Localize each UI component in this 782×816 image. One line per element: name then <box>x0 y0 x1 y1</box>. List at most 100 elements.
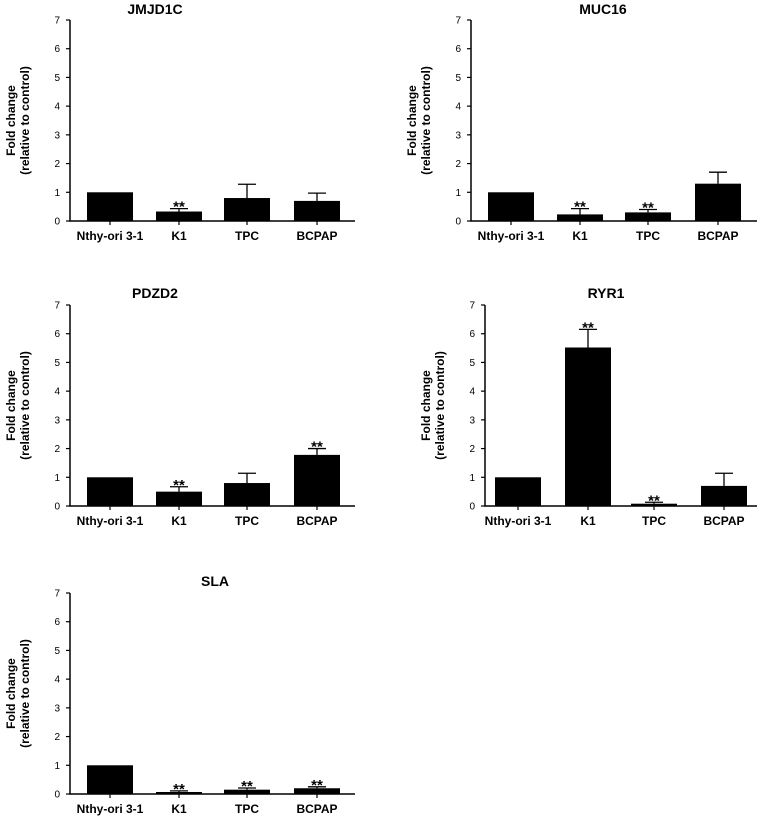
y-tick-label: 3 <box>469 415 475 426</box>
significance-marker: ** <box>574 199 586 216</box>
y-tick-label: 1 <box>455 188 461 199</box>
y-tick-label: 4 <box>455 102 461 113</box>
bar-bcpap <box>701 485 747 506</box>
chart-title: PDZD2 <box>132 285 178 301</box>
chart-panel-1: JMJD1C Fold change(relative to control) 0 1… <box>4 1 355 243</box>
y-tick-label: 5 <box>455 73 461 84</box>
x-tick-label: BCPAP <box>296 802 337 816</box>
y-tick-label: 1 <box>54 188 60 199</box>
significance-marker: ** <box>173 199 185 216</box>
y-tick-label: 5 <box>54 73 60 84</box>
y-tick-label: 5 <box>54 646 60 657</box>
y-axis-label: Fold change(relative to control) <box>4 66 32 175</box>
y-tick-label: 4 <box>54 387 60 398</box>
y-axis-label-line: Fold change <box>4 85 18 156</box>
chart-panel-2: MUC16 Fold change(relative to control) 0 1 2… <box>405 1 757 243</box>
bar-bcpap <box>294 788 340 794</box>
y-axis-label-line: (relative to control) <box>419 66 433 175</box>
bar-tpc <box>224 789 270 794</box>
y-axis-label: Fold change(relative to control) <box>4 351 32 460</box>
significance-marker: ** <box>241 778 253 795</box>
y-tick-label: 5 <box>54 358 60 369</box>
y-tick-label: 6 <box>455 44 461 55</box>
bar-nthy-ori-3-1 <box>87 192 133 221</box>
x-tick-label: K1 <box>572 229 588 243</box>
y-axis-label: Fold change(relative to control) <box>405 66 433 175</box>
significance-marker: ** <box>173 477 185 494</box>
y-axis-label-line: Fold change <box>4 370 18 441</box>
x-tick-label: Nthy-ori 3-1 <box>77 514 144 528</box>
x-tick-label: TPC <box>636 229 660 243</box>
y-tick-label: 2 <box>54 159 60 170</box>
y-tick-label: 4 <box>469 387 475 398</box>
x-tick-label: K1 <box>580 514 596 528</box>
x-tick-label: Nthy-ori 3-1 <box>77 229 144 243</box>
bar-bcpap <box>294 454 340 506</box>
bar-bcpap <box>294 200 340 221</box>
y-axis-label-line: (relative to control) <box>433 351 447 460</box>
y-axis-label: Fold change(relative to control) <box>4 639 32 748</box>
x-tick-label: TPC <box>235 229 259 243</box>
significance-marker: ** <box>311 439 323 456</box>
bar-bcpap <box>695 183 741 221</box>
x-tick-label: K1 <box>171 514 187 528</box>
y-tick-label: 6 <box>54 44 60 55</box>
x-tick-label: BCPAP <box>296 229 337 243</box>
y-tick-label: 0 <box>54 217 60 228</box>
y-tick-label: 2 <box>54 732 60 743</box>
bar-k1 <box>156 491 202 506</box>
bar-k1 <box>156 211 202 221</box>
chart-title: JMJD1C <box>127 1 182 17</box>
x-tick-label: BCPAP <box>703 514 744 528</box>
y-tick-label: 7 <box>469 301 475 312</box>
bar-nthy-ori-3-1 <box>87 765 133 794</box>
y-tick-label: 0 <box>455 217 461 228</box>
y-axis-label-line: (relative to control) <box>18 351 32 460</box>
bar-k1 <box>557 214 603 221</box>
significance-marker: ** <box>642 200 654 217</box>
bar-tpc <box>224 198 270 221</box>
bar-tpc <box>625 212 671 221</box>
y-tick-label: 3 <box>455 130 461 141</box>
y-tick-label: 2 <box>469 444 475 455</box>
bar-nthy-ori-3-1 <box>488 192 534 221</box>
y-axis-label-line: Fold change <box>419 370 433 441</box>
x-tick-label: BCPAP <box>697 229 738 243</box>
y-tick-label: 2 <box>54 444 60 455</box>
x-tick-label: K1 <box>171 229 187 243</box>
y-tick-label: 7 <box>455 16 461 27</box>
chart-panel-5: SLA Fold change(relative to control) 0 1 2 3 4… <box>4 573 355 816</box>
x-tick-label: K1 <box>171 802 187 816</box>
chart-title: SLA <box>201 573 229 589</box>
y-tick-label: 7 <box>54 16 60 27</box>
y-tick-label: 7 <box>54 301 60 312</box>
y-tick-label: 7 <box>54 589 60 600</box>
y-tick-label: 5 <box>469 358 475 369</box>
y-tick-label: 4 <box>54 675 60 686</box>
x-tick-label: TPC <box>235 802 259 816</box>
y-axis-label: Fold change(relative to control) <box>419 351 447 460</box>
x-tick-label: Nthy-ori 3-1 <box>478 229 545 243</box>
y-axis-label-line: (relative to control) <box>18 66 32 175</box>
significance-marker: ** <box>648 492 660 509</box>
x-tick-label: TPC <box>235 514 259 528</box>
x-tick-label: Nthy-ori 3-1 <box>485 514 552 528</box>
y-tick-label: 6 <box>54 617 60 628</box>
significance-marker: ** <box>582 319 594 336</box>
bar-nthy-ori-3-1 <box>87 477 133 506</box>
significance-marker: ** <box>173 781 185 798</box>
x-tick-label: BCPAP <box>296 514 337 528</box>
y-tick-label: 0 <box>469 502 475 513</box>
bar-tpc <box>224 483 270 506</box>
y-tick-label: 3 <box>54 703 60 714</box>
y-axis-label-line: (relative to control) <box>18 639 32 748</box>
x-tick-label: TPC <box>642 514 666 528</box>
chart-title: RYR1 <box>588 285 625 301</box>
y-tick-label: 0 <box>54 502 60 513</box>
significance-marker: ** <box>311 777 323 794</box>
y-tick-label: 1 <box>469 473 475 484</box>
chart-panel-3: PDZD2 Fold change(relative to control) 0 1 2… <box>4 285 355 528</box>
y-tick-label: 1 <box>54 473 60 484</box>
x-tick-label: Nthy-ori 3-1 <box>77 802 144 816</box>
